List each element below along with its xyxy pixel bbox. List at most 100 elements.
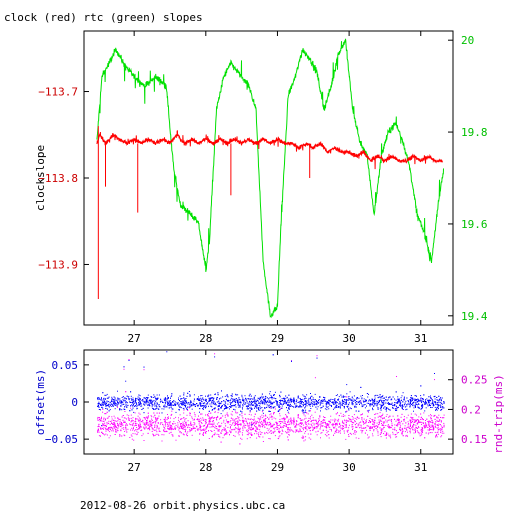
series-rndtrip-point — [215, 427, 217, 429]
series-rndtrip-point — [420, 421, 422, 423]
series-rndtrip-point — [167, 418, 169, 419]
series-offset-point — [413, 407, 415, 409]
series-rndtrip-point — [186, 432, 188, 434]
series-offset-point — [147, 401, 149, 403]
series-rndtrip-point — [380, 436, 382, 438]
series-rndtrip-point — [371, 419, 373, 420]
series-offset-point — [343, 401, 345, 402]
series-rndtrip-point — [433, 415, 435, 417]
series-rndtrip-point — [114, 417, 116, 419]
series-offset-point — [435, 403, 437, 405]
series-rndtrip-point — [252, 423, 254, 425]
series-rndtrip-point — [130, 421, 132, 423]
series-rndtrip-point — [403, 420, 405, 422]
series-rndtrip-point — [401, 431, 403, 433]
series-offset-point — [351, 400, 353, 402]
series-rndtrip-point — [374, 414, 376, 415]
series-rndtrip-point — [269, 423, 271, 424]
series-offset-point — [306, 394, 308, 396]
series-rndtrip-point — [325, 425, 327, 427]
series-offset-point — [249, 393, 251, 395]
series-offset-point — [422, 405, 424, 407]
series-offset-point — [283, 400, 285, 402]
series-rndtrip-point — [428, 423, 430, 425]
series-rndtrip-point — [306, 412, 308, 414]
series-offset-point — [299, 402, 301, 404]
series-rndtrip-point — [112, 424, 114, 425]
series-rndtrip-point — [388, 425, 390, 427]
series-offset-point — [139, 402, 141, 404]
series-rndtrip-point — [410, 417, 412, 419]
series-offset-point — [231, 393, 233, 395]
series-rndtrip-point — [373, 424, 375, 426]
series-rndtrip-point — [168, 432, 170, 434]
series-offset-point — [116, 405, 118, 407]
series-rndtrip-point — [254, 424, 255, 426]
series-offset-point — [436, 408, 438, 410]
series-offset-point — [218, 406, 220, 407]
series-offset-point — [418, 400, 420, 402]
series-offset-point — [219, 398, 220, 400]
series-offset-point — [190, 402, 192, 404]
series-rndtrip-point — [324, 419, 326, 421]
series-offset-point — [232, 400, 234, 402]
series-rndtrip-point — [261, 432, 263, 434]
series-offset-point — [329, 403, 331, 405]
series-rndtrip-point — [409, 424, 411, 426]
series-rndtrip-point — [236, 423, 238, 425]
series-rndtrip-point — [250, 418, 252, 420]
series-rndtrip-point — [422, 422, 424, 424]
series-offset-point — [121, 409, 123, 411]
series-rndtrip-point — [209, 423, 211, 425]
series-rndtrip-point — [217, 409, 219, 411]
series-offset-point — [354, 399, 356, 401]
series-offset-point — [278, 404, 280, 406]
series-offset-point — [136, 407, 138, 409]
series-rndtrip-point — [357, 425, 359, 427]
series-rndtrip-point — [235, 423, 237, 425]
series-rndtrip-point — [229, 427, 231, 429]
series-rndtrip-point — [243, 425, 245, 427]
series-rndtrip-point — [217, 416, 218, 418]
series-offset-point — [327, 406, 329, 408]
series-offset-point — [108, 401, 110, 403]
series-rndtrip-point — [209, 417, 211, 419]
series-offset-point — [112, 404, 114, 406]
series-rndtrip-point — [352, 427, 354, 429]
series-rndtrip-point — [107, 428, 109, 430]
series-offset-point — [169, 404, 171, 406]
series-rndtrip-point — [177, 426, 178, 428]
series-rndtrip-point — [318, 418, 320, 420]
series-offset-point — [222, 396, 224, 398]
series-rndtrip-point — [205, 419, 207, 421]
series-offset-point — [149, 399, 151, 401]
series-rndtrip-point — [249, 432, 251, 434]
series-rndtrip-point — [211, 416, 213, 418]
series-rndtrip-point — [300, 426, 302, 428]
series-rndtrip-point — [295, 431, 297, 433]
series-rndtrip-point — [310, 416, 311, 418]
series-rndtrip-point — [224, 428, 226, 430]
series-rndtrip-point — [210, 423, 212, 425]
series-offset-point — [224, 405, 226, 407]
series-rndtrip-point — [370, 426, 372, 428]
series-offset-point — [329, 405, 331, 406]
series-offset-point — [261, 395, 263, 397]
series-offset-point — [135, 402, 137, 404]
series-rndtrip-point — [234, 422, 236, 424]
series-rndtrip-point — [184, 425, 186, 427]
series-rndtrip-point — [443, 417, 445, 419]
series-offset-point — [180, 398, 182, 400]
series-rndtrip-point — [434, 426, 436, 428]
series-rndtrip-point — [414, 428, 416, 430]
series-rndtrip-point — [132, 417, 134, 419]
series-offset-point — [268, 398, 270, 400]
series-offset-point — [344, 399, 345, 400]
series-rndtrip-point — [310, 410, 311, 412]
series-offset-point — [374, 395, 376, 397]
series-rndtrip-point — [238, 434, 240, 436]
series-offset-point — [314, 399, 316, 400]
series-offset-point — [298, 401, 300, 403]
series-rndtrip-point — [238, 416, 240, 418]
series-rndtrip-point — [277, 422, 279, 424]
